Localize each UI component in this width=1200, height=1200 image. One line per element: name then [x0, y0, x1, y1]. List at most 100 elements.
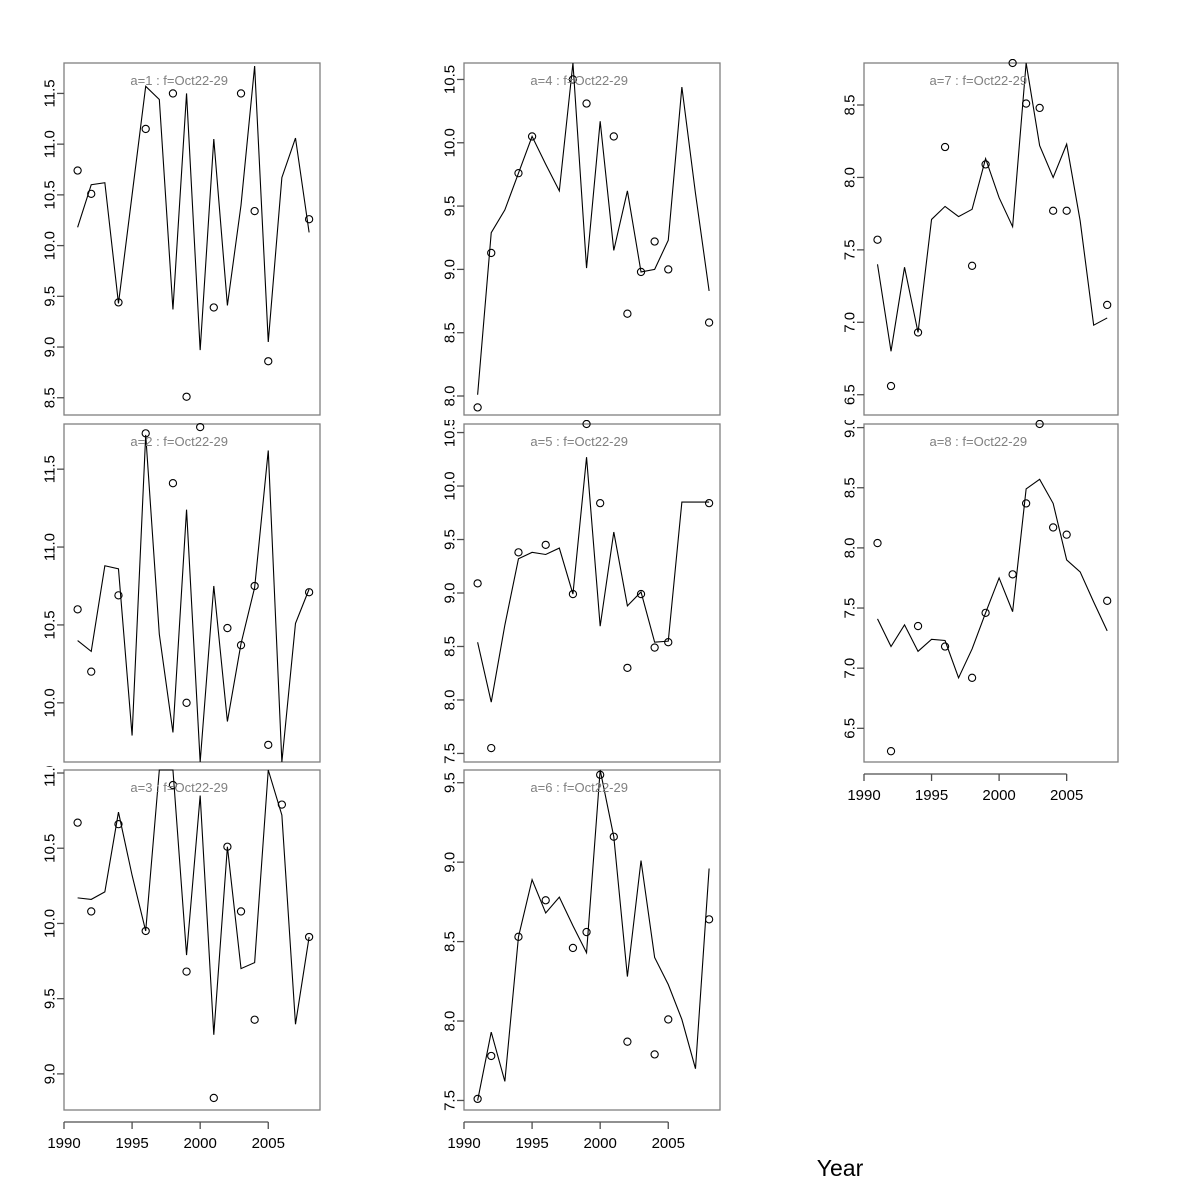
- data-point: [623, 1037, 632, 1046]
- fitted-line: [77, 769, 310, 1035]
- y-tick-label: 9.5: [42, 286, 59, 307]
- data-point: [141, 926, 150, 936]
- data-point: [168, 780, 178, 790]
- data-point: [87, 667, 96, 676]
- data-point: [304, 588, 314, 597]
- y-tick-label: 9.0: [442, 259, 459, 280]
- fitted-line: [77, 65, 310, 351]
- data-point: [473, 1094, 482, 1104]
- data-point: [1103, 596, 1112, 605]
- data-point: [541, 896, 550, 905]
- x-tick-label: 2005: [652, 1135, 685, 1152]
- data-point: [277, 800, 287, 809]
- data-point: [1021, 99, 1031, 108]
- data-point: [650, 1050, 659, 1059]
- y-tick-label: 10.0: [42, 909, 59, 938]
- x-axis-title: Year: [816, 1155, 864, 1181]
- data-point: [87, 189, 96, 199]
- y-tick-label: 11.5: [42, 79, 59, 107]
- data-point: [1008, 59, 1017, 68]
- panel-a7: 6.5 7.0 7.5 8.0 8.5 a=7 : f=Oct22-29: [806, 59, 1124, 425]
- y-tick-label: 10.5: [42, 834, 59, 863]
- data-point: [940, 142, 950, 152]
- data-point: [236, 89, 246, 98]
- fitted-line: [477, 62, 710, 395]
- x-tick-label: 1990: [447, 1135, 480, 1152]
- y-tick-label: 7.5: [442, 1090, 459, 1111]
- x-tick-label: 1990: [847, 787, 880, 804]
- panel-a8: 6.5 7.0 7.5 8.0 8.5 9.0 1990 1995 2000 2005 a=8 : …: [806, 420, 1124, 818]
- panel-title: a=6 : f=Oct22-29: [530, 780, 628, 795]
- panel-title: a=5 : f=Oct22-29: [530, 434, 628, 449]
- panel-title: a=7 : f=Oct22-29: [930, 73, 1028, 88]
- data-point: [1021, 499, 1031, 508]
- data-point: [609, 132, 618, 141]
- y-tick-label: 11.0: [42, 766, 59, 787]
- fitted-line: [477, 769, 710, 1101]
- data-point: [636, 589, 646, 599]
- data-point: [873, 235, 882, 244]
- y-tick-label: 8.5: [442, 931, 459, 952]
- data-point: [487, 1051, 496, 1061]
- y-tick-label: 11.0: [42, 130, 59, 158]
- panel-a5: 7.5 8.0 8.5 9.0 9.5 10.0 10.5 a=5 : f=Oct22-29: [406, 420, 726, 772]
- y-tick-label: 9.0: [442, 583, 459, 604]
- y-tick-label: 10.0: [42, 688, 59, 717]
- data-point: [886, 747, 896, 756]
- data-point: [487, 743, 496, 753]
- y-tick-label: 8.5: [42, 387, 59, 408]
- data-point: [1062, 206, 1071, 215]
- data-point: [473, 579, 482, 588]
- data-point: [73, 818, 82, 827]
- data-point: [664, 638, 673, 647]
- y-tick-label: 9.0: [42, 1063, 59, 1084]
- data-point: [967, 261, 977, 270]
- data-point: [582, 927, 591, 937]
- y-tick-label: 9.0: [842, 420, 859, 438]
- data-point: [141, 429, 150, 438]
- data-point: [623, 309, 632, 318]
- data-point: [168, 89, 178, 98]
- y-tick-label: 8.0: [842, 167, 859, 188]
- y-tick-label: 9.5: [442, 529, 459, 550]
- data-point: [568, 589, 578, 599]
- x-tick-label: 1990: [47, 1135, 80, 1152]
- fitted-line: [877, 478, 1108, 680]
- y-tick-label: 10.0: [42, 231, 59, 260]
- data-point: [87, 907, 96, 916]
- data-point: [223, 842, 232, 851]
- panel-title: a=3 : f=Oct22-29: [130, 780, 228, 795]
- data-point: [514, 548, 523, 557]
- y-tick-label: 7.5: [842, 239, 859, 260]
- x-tick-label: 2005: [1050, 787, 1083, 804]
- y-tick-label: 7.5: [842, 598, 859, 619]
- x-tick-label: 2005: [252, 1135, 285, 1152]
- data-point: [73, 166, 82, 175]
- y-tick-label: 8.0: [842, 537, 859, 558]
- panel-a4: 8.0 8.5 9.0 9.5 10.0 10.5 a=4 : f=Oct22-29: [406, 59, 726, 425]
- data-point: [487, 248, 496, 258]
- y-tick-label: 10.0: [442, 471, 459, 500]
- data-point: [514, 932, 523, 941]
- panel-a6: 7.5 8.0 8.5 9.0 9.5 1990 1995 2000 2005 a=6 : f=O…: [406, 766, 726, 1166]
- y-tick-label: 8.0: [442, 690, 459, 711]
- plot-box: [863, 423, 1119, 763]
- y-tick-label: 8.5: [842, 95, 859, 116]
- data-point: [1035, 420, 1044, 429]
- panel-title: a=4 : f=Oct22-29: [530, 73, 628, 88]
- y-tick-label: 8.5: [842, 477, 859, 498]
- data-point: [650, 237, 659, 246]
- y-tick-label: 9.5: [442, 196, 459, 217]
- panel-a3: 9.0 9.5 10.0 10.5 11.0 1990 1995 2000 2005 a=3 : …: [6, 766, 326, 1166]
- plot-box: [63, 62, 321, 416]
- data-point: [304, 932, 314, 942]
- data-point: [304, 215, 314, 224]
- data-point: [1035, 103, 1044, 113]
- y-tick-label: 7.0: [842, 312, 859, 333]
- data-point: [940, 642, 950, 651]
- data-point: [168, 479, 178, 488]
- data-point: [114, 298, 123, 307]
- data-point: [596, 499, 605, 508]
- data-point: [141, 124, 150, 134]
- plot-box: [863, 62, 1119, 416]
